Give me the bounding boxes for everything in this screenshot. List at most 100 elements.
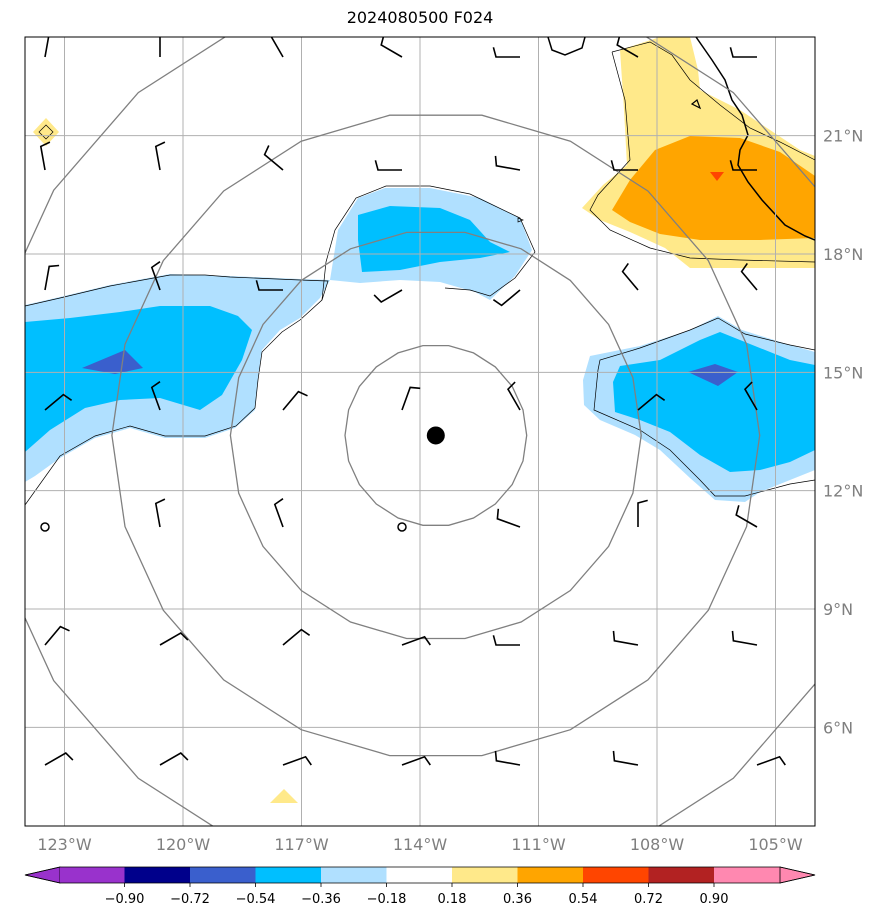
wind-barb [270, 37, 284, 58]
colorbar-segment [517, 867, 583, 883]
wind-barb [401, 755, 431, 766]
longitude-labels: 123°W 120°W 117°W 114°W 111°W 108°W 105°W [37, 835, 803, 854]
calm-wind-circle [397, 522, 407, 532]
lat-label: 12°N [823, 482, 863, 501]
shade-orange-ne [612, 136, 815, 240]
colorbar-segment [648, 867, 714, 883]
wind-barb [740, 262, 758, 291]
wind-barb [735, 505, 758, 528]
wind-barb [637, 499, 648, 527]
wind-barb [492, 289, 521, 307]
wind-barb [756, 755, 786, 766]
graticule [25, 37, 815, 826]
shade-yellow-south [270, 789, 298, 803]
lon-label: 117°W [274, 835, 329, 854]
range-rings [25, 37, 815, 826]
wind-barb [380, 37, 403, 58]
colorbar-segment [714, 867, 780, 883]
storm-center-marker [426, 426, 445, 445]
map-title: 2024080500 F024 [346, 8, 494, 27]
wind-barb [492, 47, 520, 58]
colorbar-segment [60, 867, 125, 883]
wind-barb [621, 262, 639, 291]
colorbar-tick-label: −0.90 [105, 892, 145, 907]
wind-barb [401, 386, 421, 411]
colorbar-tick-label: −0.18 [367, 892, 407, 907]
contour-outline-west [25, 274, 329, 506]
colorbar-extend-low [24, 866, 61, 884]
contour-small-loop [517, 217, 524, 223]
range-ring [344, 344, 528, 526]
wind-barb [496, 508, 521, 528]
wind-barb [374, 160, 402, 171]
colorbar-segment [452, 867, 518, 883]
colorbar-tick-label: 0.36 [503, 892, 532, 907]
wind-barb [612, 630, 639, 646]
coastline-island [690, 99, 702, 110]
shade-blue-west [25, 306, 252, 452]
shading-layer [25, 37, 815, 803]
wind-barb [282, 628, 311, 646]
lat-label: 15°N [823, 363, 863, 382]
wind-barb [44, 37, 50, 58]
colorbar-tick-label: −0.72 [170, 892, 210, 907]
wind-barb [616, 37, 639, 58]
wind-barb [729, 47, 757, 58]
wind-barb [150, 261, 161, 291]
wind-barb [612, 750, 639, 766]
lat-label: 6°N [823, 718, 853, 737]
colorbar: −0.90 −0.72 −0.54 −0.36 −0.18 0.18 0.36 0.54 0.7… [24, 866, 816, 907]
wind-barb [255, 280, 283, 291]
wind-barb [159, 752, 189, 766]
lon-label: 114°W [393, 835, 448, 854]
wind-barb [44, 752, 74, 766]
latitude-labels: 6°N 9°N 12°N 15°N 18°N 21°N [823, 127, 863, 738]
colorbar-segment [583, 867, 649, 883]
wind-barb [282, 755, 312, 766]
shade-royal-blue-west [82, 350, 143, 374]
wind-barb [263, 145, 284, 171]
colorbar-segment [255, 867, 321, 883]
colorbar-segment [190, 867, 256, 883]
wind-barb [150, 381, 161, 411]
wind-barb [282, 390, 308, 411]
range-ring [229, 231, 642, 640]
colorbar-tick-label: 0.72 [634, 892, 663, 907]
wind-barb [39, 141, 51, 171]
wind-barbs [39, 37, 786, 766]
wind-barb [637, 393, 666, 411]
wind-barb [744, 381, 758, 411]
wind-barb [610, 160, 638, 171]
lat-label: 9°N [823, 600, 853, 619]
contour-outline-central [321, 185, 536, 301]
colorbar-segment [124, 867, 190, 883]
lon-label: 105°W [748, 835, 803, 854]
colorbar-tick-label: −0.54 [236, 892, 276, 907]
wind-barb [44, 393, 73, 411]
colorbar-tick-label: 0.90 [700, 892, 729, 907]
shade-blue-central [358, 206, 510, 272]
lon-label: 108°W [630, 835, 685, 854]
colorbar-outline [24, 866, 816, 884]
wind-barb [492, 635, 520, 646]
calm-wind-circle [40, 522, 50, 532]
colorbar-segment [386, 867, 452, 883]
shade-yellow-nw-dot [33, 118, 59, 146]
lon-label: 123°W [37, 835, 92, 854]
wind-barb [154, 498, 166, 528]
map-plot-area [25, 37, 815, 826]
wind-barb [507, 381, 521, 411]
shade-orangered-ne [710, 172, 724, 181]
range-ring [25, 37, 815, 826]
shade-blue-east [613, 332, 815, 472]
wind-barb [494, 750, 521, 766]
colorbar-extend-high [779, 866, 816, 884]
wind-barb [494, 155, 521, 171]
lat-label: 18°N [823, 245, 863, 264]
coastline [547, 37, 815, 241]
wind-barb [373, 289, 403, 303]
wind-barb [273, 498, 284, 528]
wind-barb [159, 37, 161, 57]
wind-barb [159, 632, 189, 646]
